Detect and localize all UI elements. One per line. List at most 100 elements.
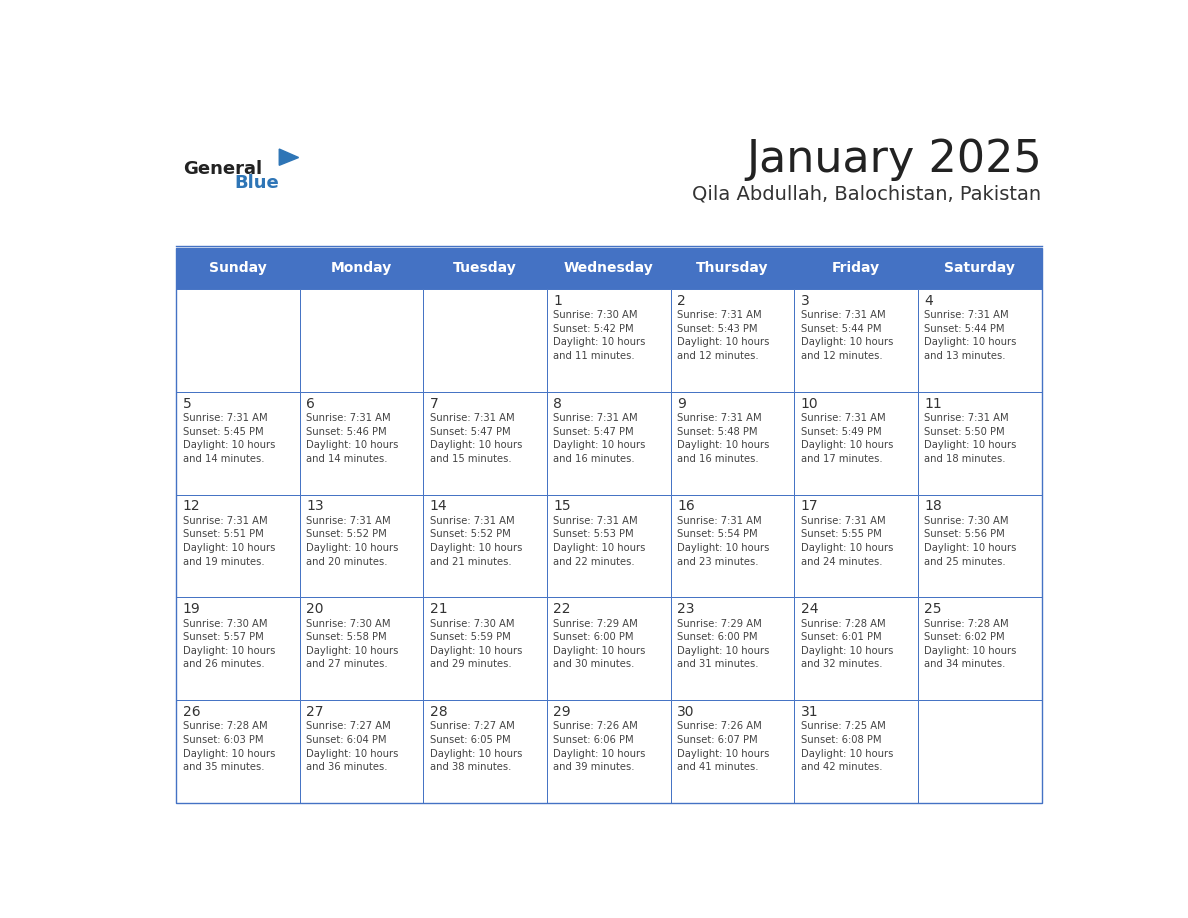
Text: 2: 2 — [677, 294, 685, 308]
Text: Sunrise: 7:31 AM
Sunset: 5:55 PM
Daylight: 10 hours
and 24 minutes.: Sunrise: 7:31 AM Sunset: 5:55 PM Dayligh… — [801, 516, 893, 566]
Text: Sunrise: 7:30 AM
Sunset: 5:42 PM
Daylight: 10 hours
and 11 minutes.: Sunrise: 7:30 AM Sunset: 5:42 PM Dayligh… — [554, 310, 646, 361]
Bar — [546, 248, 671, 289]
Text: Sunrise: 7:31 AM
Sunset: 5:47 PM
Daylight: 10 hours
and 16 minutes.: Sunrise: 7:31 AM Sunset: 5:47 PM Dayligh… — [554, 413, 646, 464]
Text: Sunrise: 7:30 AM
Sunset: 5:59 PM
Daylight: 10 hours
and 29 minutes.: Sunrise: 7:30 AM Sunset: 5:59 PM Dayligh… — [430, 619, 523, 669]
Text: 14: 14 — [430, 499, 448, 513]
Text: Sunrise: 7:31 AM
Sunset: 5:52 PM
Daylight: 10 hours
and 21 minutes.: Sunrise: 7:31 AM Sunset: 5:52 PM Dayligh… — [430, 516, 523, 566]
Text: 3: 3 — [801, 294, 809, 308]
Text: January 2025: January 2025 — [746, 139, 1042, 182]
Text: 20: 20 — [307, 602, 323, 616]
Bar — [795, 289, 918, 392]
Text: General: General — [183, 160, 263, 178]
Text: 5: 5 — [183, 397, 191, 410]
Bar — [176, 248, 1042, 803]
Text: 4: 4 — [924, 294, 933, 308]
Text: Sunrise: 7:27 AM
Sunset: 6:05 PM
Daylight: 10 hours
and 38 minutes.: Sunrise: 7:27 AM Sunset: 6:05 PM Dayligh… — [430, 722, 523, 772]
Bar — [671, 495, 795, 598]
Text: Sunrise: 7:31 AM
Sunset: 5:53 PM
Daylight: 10 hours
and 22 minutes.: Sunrise: 7:31 AM Sunset: 5:53 PM Dayligh… — [554, 516, 646, 566]
Text: Sunrise: 7:30 AM
Sunset: 5:58 PM
Daylight: 10 hours
and 27 minutes.: Sunrise: 7:30 AM Sunset: 5:58 PM Dayligh… — [307, 619, 399, 669]
Bar — [546, 392, 671, 495]
Bar — [176, 700, 299, 803]
Bar — [918, 700, 1042, 803]
Bar — [671, 289, 795, 392]
Text: Qila Abdullah, Balochistan, Pakistan: Qila Abdullah, Balochistan, Pakistan — [693, 185, 1042, 204]
Bar — [795, 392, 918, 495]
Text: 23: 23 — [677, 602, 695, 616]
Text: 19: 19 — [183, 602, 201, 616]
Text: 7: 7 — [430, 397, 438, 410]
Bar — [423, 495, 546, 598]
Bar — [546, 700, 671, 803]
Text: Sunday: Sunday — [209, 262, 267, 275]
Text: 27: 27 — [307, 705, 323, 719]
Text: 16: 16 — [677, 499, 695, 513]
Bar — [299, 700, 423, 803]
Text: Sunrise: 7:31 AM
Sunset: 5:48 PM
Daylight: 10 hours
and 16 minutes.: Sunrise: 7:31 AM Sunset: 5:48 PM Dayligh… — [677, 413, 770, 464]
Bar — [299, 598, 423, 700]
Bar — [176, 495, 299, 598]
Text: Sunrise: 7:28 AM
Sunset: 6:03 PM
Daylight: 10 hours
and 35 minutes.: Sunrise: 7:28 AM Sunset: 6:03 PM Dayligh… — [183, 722, 274, 772]
Bar — [795, 700, 918, 803]
Bar — [176, 289, 299, 392]
Text: 30: 30 — [677, 705, 695, 719]
Bar — [299, 289, 423, 392]
Text: Sunrise: 7:26 AM
Sunset: 6:07 PM
Daylight: 10 hours
and 41 minutes.: Sunrise: 7:26 AM Sunset: 6:07 PM Dayligh… — [677, 722, 770, 772]
Bar — [423, 392, 546, 495]
Bar — [671, 248, 795, 289]
Bar — [671, 598, 795, 700]
Text: Saturday: Saturday — [944, 262, 1016, 275]
Text: 21: 21 — [430, 602, 448, 616]
Bar — [795, 495, 918, 598]
Bar — [546, 495, 671, 598]
Text: Sunrise: 7:31 AM
Sunset: 5:44 PM
Daylight: 10 hours
and 13 minutes.: Sunrise: 7:31 AM Sunset: 5:44 PM Dayligh… — [924, 310, 1017, 361]
Text: 18: 18 — [924, 499, 942, 513]
Bar — [423, 598, 546, 700]
Text: Sunrise: 7:31 AM
Sunset: 5:45 PM
Daylight: 10 hours
and 14 minutes.: Sunrise: 7:31 AM Sunset: 5:45 PM Dayligh… — [183, 413, 274, 464]
Text: 11: 11 — [924, 397, 942, 410]
Text: Sunrise: 7:29 AM
Sunset: 6:00 PM
Daylight: 10 hours
and 31 minutes.: Sunrise: 7:29 AM Sunset: 6:00 PM Dayligh… — [677, 619, 770, 669]
Bar — [795, 598, 918, 700]
Bar — [918, 392, 1042, 495]
Text: Sunrise: 7:31 AM
Sunset: 5:49 PM
Daylight: 10 hours
and 17 minutes.: Sunrise: 7:31 AM Sunset: 5:49 PM Dayligh… — [801, 413, 893, 464]
Bar — [299, 495, 423, 598]
Text: 22: 22 — [554, 602, 571, 616]
Bar — [423, 248, 546, 289]
Text: Friday: Friday — [832, 262, 880, 275]
Bar — [546, 598, 671, 700]
Text: Wednesday: Wednesday — [564, 262, 653, 275]
Text: 9: 9 — [677, 397, 685, 410]
Polygon shape — [279, 149, 298, 165]
Bar — [176, 392, 299, 495]
Text: Sunrise: 7:31 AM
Sunset: 5:52 PM
Daylight: 10 hours
and 20 minutes.: Sunrise: 7:31 AM Sunset: 5:52 PM Dayligh… — [307, 516, 399, 566]
Text: 15: 15 — [554, 499, 571, 513]
Bar — [423, 700, 546, 803]
Bar — [423, 289, 546, 392]
Text: 28: 28 — [430, 705, 448, 719]
Text: Sunrise: 7:31 AM
Sunset: 5:54 PM
Daylight: 10 hours
and 23 minutes.: Sunrise: 7:31 AM Sunset: 5:54 PM Dayligh… — [677, 516, 770, 566]
Text: 13: 13 — [307, 499, 324, 513]
Text: Sunrise: 7:31 AM
Sunset: 5:43 PM
Daylight: 10 hours
and 12 minutes.: Sunrise: 7:31 AM Sunset: 5:43 PM Dayligh… — [677, 310, 770, 361]
Bar — [299, 248, 423, 289]
Text: Sunrise: 7:30 AM
Sunset: 5:57 PM
Daylight: 10 hours
and 26 minutes.: Sunrise: 7:30 AM Sunset: 5:57 PM Dayligh… — [183, 619, 274, 669]
Text: 24: 24 — [801, 602, 819, 616]
Text: 26: 26 — [183, 705, 201, 719]
Text: Sunrise: 7:31 AM
Sunset: 5:50 PM
Daylight: 10 hours
and 18 minutes.: Sunrise: 7:31 AM Sunset: 5:50 PM Dayligh… — [924, 413, 1017, 464]
Text: Sunrise: 7:27 AM
Sunset: 6:04 PM
Daylight: 10 hours
and 36 minutes.: Sunrise: 7:27 AM Sunset: 6:04 PM Dayligh… — [307, 722, 399, 772]
Text: Thursday: Thursday — [696, 262, 769, 275]
Text: 6: 6 — [307, 397, 315, 410]
Bar — [546, 289, 671, 392]
Text: Sunrise: 7:31 AM
Sunset: 5:44 PM
Daylight: 10 hours
and 12 minutes.: Sunrise: 7:31 AM Sunset: 5:44 PM Dayligh… — [801, 310, 893, 361]
Text: Blue: Blue — [234, 174, 279, 192]
Bar — [176, 248, 299, 289]
Bar — [671, 392, 795, 495]
Bar — [795, 248, 918, 289]
Text: 17: 17 — [801, 499, 819, 513]
Text: Sunrise: 7:30 AM
Sunset: 5:56 PM
Daylight: 10 hours
and 25 minutes.: Sunrise: 7:30 AM Sunset: 5:56 PM Dayligh… — [924, 516, 1017, 566]
Bar — [918, 289, 1042, 392]
Text: Sunrise: 7:26 AM
Sunset: 6:06 PM
Daylight: 10 hours
and 39 minutes.: Sunrise: 7:26 AM Sunset: 6:06 PM Dayligh… — [554, 722, 646, 772]
Bar — [918, 248, 1042, 289]
Text: 1: 1 — [554, 294, 562, 308]
Text: Sunrise: 7:29 AM
Sunset: 6:00 PM
Daylight: 10 hours
and 30 minutes.: Sunrise: 7:29 AM Sunset: 6:00 PM Dayligh… — [554, 619, 646, 669]
Text: Monday: Monday — [331, 262, 392, 275]
Text: 29: 29 — [554, 705, 571, 719]
